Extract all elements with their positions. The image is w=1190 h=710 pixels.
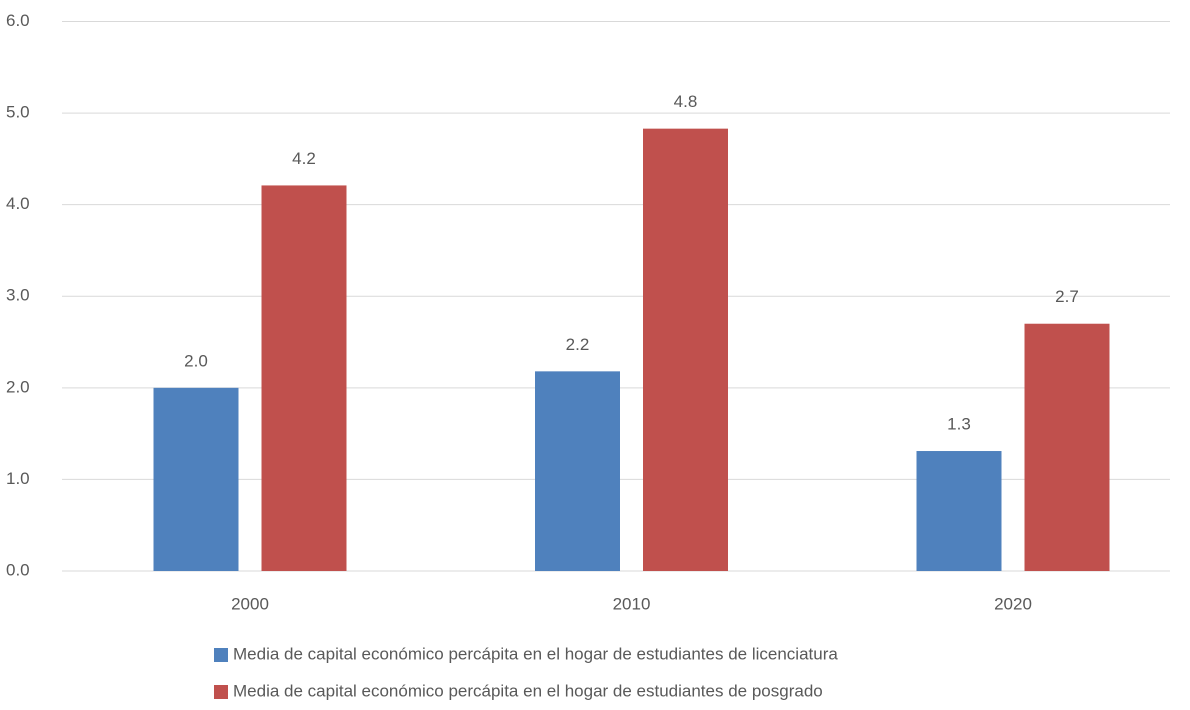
y-tick-label: 5.0	[6, 103, 30, 122]
bar	[1024, 323, 1110, 571]
y-tick-label: 6.0	[6, 11, 30, 30]
y-tick-label: 3.0	[6, 286, 30, 305]
y-tick-label: 4.0	[6, 194, 30, 213]
data-label: 1.3	[947, 415, 971, 434]
legend-swatch	[214, 648, 228, 662]
x-tick-label: 2000	[231, 594, 269, 613]
data-label: 4.8	[674, 92, 698, 111]
bar	[153, 387, 239, 571]
bar	[643, 128, 728, 571]
y-tick-label: 1.0	[6, 469, 30, 488]
legend-swatch	[214, 685, 228, 699]
bar	[535, 371, 620, 571]
bar	[916, 451, 1002, 571]
data-label: 2.2	[566, 335, 590, 354]
data-label: 4.2	[292, 149, 316, 168]
legend-label: Media de capital económico percápita en …	[233, 644, 838, 663]
data-label: 2.0	[184, 351, 208, 370]
x-tick-label: 2020	[994, 594, 1032, 613]
y-tick-label: 2.0	[6, 377, 30, 396]
y-tick-label: 0.0	[6, 560, 30, 579]
data-label: 2.7	[1055, 287, 1079, 306]
legend-label: Media de capital económico percápita en …	[233, 681, 823, 700]
x-tick-label: 2010	[613, 594, 651, 613]
bar	[261, 185, 347, 571]
